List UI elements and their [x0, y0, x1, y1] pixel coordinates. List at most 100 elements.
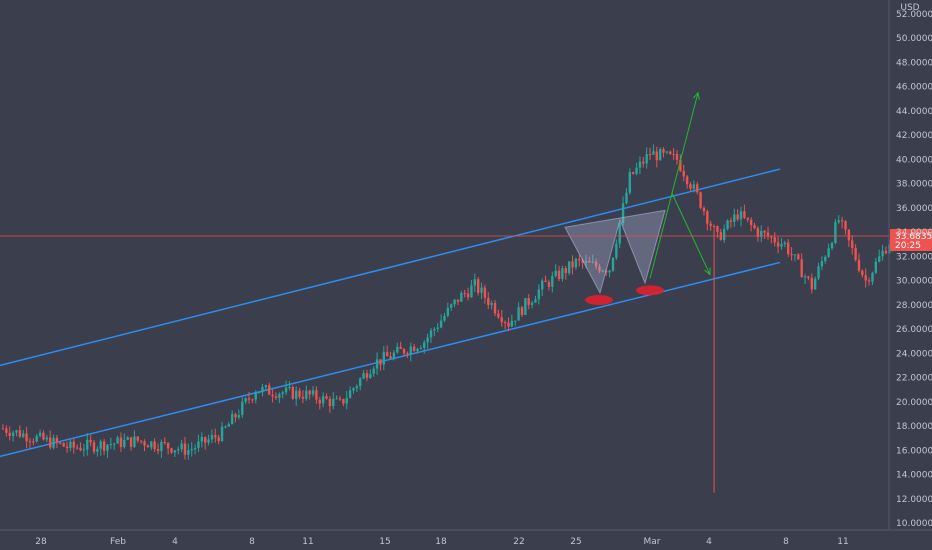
candle-body: [571, 261, 574, 268]
candle-body: [170, 448, 173, 453]
candle-body: [261, 387, 264, 393]
candle-body: [578, 258, 581, 261]
candle-body: [631, 172, 635, 174]
candle-body: [594, 261, 598, 267]
time-tick-label: 8: [783, 537, 789, 547]
time-tick-label: Mar: [644, 537, 661, 547]
candle-body: [173, 450, 177, 453]
candle-body: [423, 342, 426, 348]
candle-body: [375, 359, 379, 369]
candle-body: [385, 352, 389, 357]
candle-body: [62, 442, 65, 447]
candle-body: [126, 437, 129, 440]
candle-body: [581, 260, 584, 263]
price-tick-label: 20.0000: [896, 398, 932, 408]
candle-body: [561, 268, 564, 279]
candle-body: [345, 398, 348, 404]
candle-body: [52, 437, 55, 448]
candle-body: [359, 378, 362, 387]
candle-body: [160, 441, 163, 452]
candle-body: [503, 322, 507, 324]
candle-body: [854, 247, 857, 260]
price-tick-label: 26.0000: [896, 325, 932, 335]
candle-body: [416, 348, 419, 352]
candle-body: [190, 449, 193, 451]
candle-body: [672, 153, 675, 155]
candle-body: [193, 448, 197, 450]
candle-body: [318, 399, 321, 404]
candle-body: [608, 270, 611, 273]
candle-body: [716, 226, 719, 232]
candle-body: [38, 432, 42, 436]
candle-body: [113, 443, 116, 445]
candle-body: [301, 396, 305, 399]
candle-body: [210, 435, 214, 440]
candle-body: [237, 415, 241, 418]
candle-body: [187, 450, 190, 455]
candle-body: [284, 387, 288, 393]
price-tick-label: 42.0000: [896, 131, 932, 141]
candle-body: [645, 154, 648, 164]
candle-body: [534, 299, 537, 303]
candle-body: [813, 278, 817, 290]
candle-body: [483, 287, 487, 298]
candle-body: [851, 240, 854, 248]
candle-body: [460, 293, 463, 302]
candle-body: [298, 390, 301, 397]
candle-body: [180, 443, 183, 450]
candle-body: [493, 303, 497, 314]
candle-body: [45, 437, 49, 440]
candle-body: [615, 243, 618, 258]
price-tick-label: 38.0000: [896, 180, 932, 190]
candle-body: [456, 299, 460, 302]
candle-body: [362, 373, 365, 379]
candle-body: [820, 261, 824, 267]
candle-body: [409, 346, 412, 355]
candle-body: [524, 298, 527, 315]
candle-body: [133, 436, 136, 447]
candle-body: [224, 426, 227, 428]
candle-body: [254, 393, 257, 400]
candle-body: [601, 270, 605, 272]
candle-body: [766, 232, 770, 237]
candle-body: [685, 176, 689, 185]
candle-body: [163, 441, 166, 443]
candle-body: [793, 254, 797, 256]
candle-body: [554, 270, 557, 276]
candle-body: [207, 439, 210, 443]
low-highlight-marker: [585, 295, 613, 306]
candle-body: [780, 244, 783, 247]
candle-body: [183, 443, 187, 455]
candle-body: [746, 217, 749, 220]
candle-body: [625, 192, 628, 204]
price-tick-label: 12.0000: [896, 495, 932, 505]
candle-body: [8, 432, 11, 437]
candle-body: [217, 437, 220, 441]
candle-body: [638, 161, 642, 168]
candle-body: [787, 242, 790, 254]
candle-body: [487, 297, 490, 305]
candle-body: [709, 223, 712, 226]
candle-body: [770, 236, 773, 238]
candle-body: [507, 322, 510, 327]
candle-body: [878, 256, 881, 262]
candle-body: [658, 149, 662, 161]
candle-body: [247, 398, 251, 400]
candle-body: [544, 280, 547, 283]
price-tick-label: 32.0000: [896, 252, 932, 262]
candle-body: [214, 435, 217, 438]
candle-body: [22, 433, 25, 437]
candle-body: [419, 347, 423, 349]
candle-body: [652, 151, 655, 155]
candle-body: [227, 424, 230, 427]
candle-body: [611, 257, 615, 271]
candle-body: [369, 373, 372, 378]
candle-body: [32, 441, 35, 443]
candle-body: [797, 254, 800, 260]
candle-body: [396, 346, 399, 353]
candle-body: [75, 447, 79, 449]
candle-body: [177, 449, 180, 451]
candle-body: [847, 229, 851, 241]
